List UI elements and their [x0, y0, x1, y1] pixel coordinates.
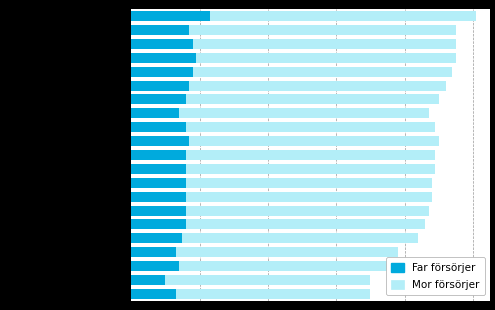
Bar [131, 122, 186, 132]
Legend: Far försörjer, Mor försörjer: Far försörjer, Mor försörjer [386, 257, 485, 295]
Bar [131, 81, 189, 91]
Bar [131, 108, 179, 118]
Bar [131, 289, 176, 299]
Bar [131, 192, 186, 202]
Bar [131, 261, 179, 271]
Bar [193, 67, 452, 77]
Bar [131, 95, 186, 104]
Bar [131, 275, 165, 285]
Bar [176, 247, 398, 257]
Bar [186, 178, 432, 188]
Bar [189, 136, 439, 146]
Bar [131, 39, 193, 49]
Bar [186, 150, 436, 160]
Bar [131, 164, 186, 174]
Bar [131, 11, 210, 21]
Bar [165, 275, 370, 285]
Bar [186, 192, 432, 202]
Bar [186, 122, 436, 132]
Bar [131, 25, 189, 35]
Bar [189, 81, 446, 91]
Bar [186, 206, 429, 215]
Bar [186, 219, 425, 229]
Bar [131, 219, 186, 229]
Bar [179, 108, 429, 118]
Bar [176, 289, 370, 299]
Bar [189, 25, 456, 35]
Bar [131, 136, 189, 146]
Bar [131, 178, 186, 188]
Bar [131, 233, 183, 243]
Bar [186, 164, 436, 174]
Bar [131, 53, 196, 63]
Bar [131, 206, 186, 215]
Bar [131, 150, 186, 160]
Bar [193, 39, 456, 49]
Bar [179, 261, 395, 271]
Bar [131, 247, 176, 257]
Bar [131, 67, 193, 77]
Bar [210, 11, 476, 21]
Bar [186, 95, 439, 104]
Bar [196, 53, 456, 63]
Bar [183, 233, 418, 243]
